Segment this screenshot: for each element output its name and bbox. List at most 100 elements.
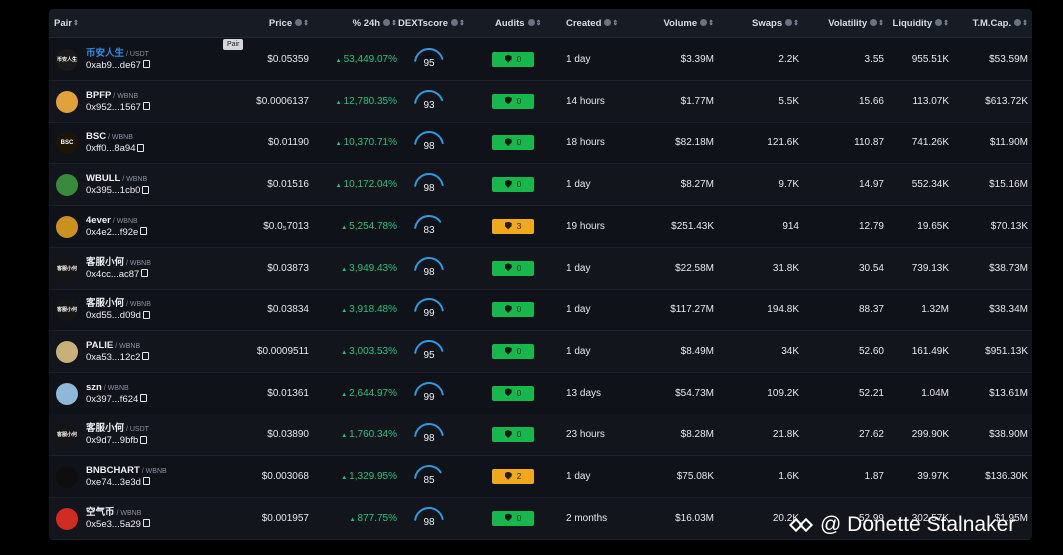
up-arrow-icon: ▲ <box>341 224 348 231</box>
audit-badge[interactable]: 0 <box>492 427 534 443</box>
info-icon[interactable] <box>450 19 458 26</box>
info-icon[interactable] <box>383 19 391 26</box>
pair-name[interactable]: 客服小何 / WBNB <box>86 298 151 310</box>
audit-badge[interactable]: 0 <box>492 510 534 526</box>
pair-name[interactable]: 4ever / WBNB <box>86 215 138 227</box>
address-text: 0x4e2...f92e <box>86 226 139 238</box>
info-icon[interactable] <box>604 19 612 26</box>
copy-icon[interactable] <box>140 227 148 236</box>
volume-cell: $251.43K <box>671 220 714 232</box>
shield-icon <box>504 263 512 272</box>
table-row[interactable]: BNBCHART / WBNB 0xe74...3e3d $0.003068 ▲ 1,3… <box>49 456 1032 498</box>
copy-icon[interactable] <box>142 477 150 486</box>
info-icon[interactable] <box>527 19 535 26</box>
column-header-audits[interactable]: Audits ⇕ <box>495 9 555 38</box>
copy-icon[interactable] <box>140 435 148 444</box>
table-row[interactable]: 客服小何 客服小何 / USDT 0x9d7...9bfb $0.03890 ▲ 1,76… <box>49 414 1032 457</box>
sort-icon[interactable]: ⇕ <box>1022 20 1028 27</box>
column-header-liquidity[interactable]: Liquidity ⇕ <box>879 9 949 38</box>
shield-icon <box>504 96 512 105</box>
copy-icon[interactable] <box>142 102 150 111</box>
pair-quote: WBNB <box>129 301 151 309</box>
table-row[interactable]: 币安人生 币安人生 / USDT 0xab9...de67 $0.05359 ▲ 53,4… <box>49 39 1032 81</box>
column-header-change[interactable]: % 24h ⇕ <box>329 9 397 38</box>
gauge-arc <box>414 423 444 438</box>
column-header-volatility[interactable]: Volatility ⇕ <box>804 9 884 38</box>
pair-name[interactable]: BNBCHART / WBNB <box>86 465 167 477</box>
audit-badge[interactable]: 0 <box>492 52 534 67</box>
sort-icon[interactable]: ⇕ <box>535 20 542 27</box>
table-row[interactable]: BPFP / WBNB 0x952...1567 $0.0006137 ▲ 12,780… <box>49 80 1032 123</box>
copy-icon[interactable] <box>141 268 149 277</box>
pair-name[interactable]: WBULL / WBNB <box>86 173 147 185</box>
column-header-swaps[interactable]: Swaps ⇕ <box>729 9 799 38</box>
table-row[interactable]: BSC BSC / WBNB 0xff0...8a94 $0.01190 ▲ 10,370… <box>49 122 1032 165</box>
liquidity-cell: 39.97K <box>917 471 949 482</box>
pair-name[interactable]: 客服小何 / USDT <box>86 423 149 435</box>
pair-name[interactable]: PALIE / WBNB <box>86 340 140 352</box>
column-header-dext[interactable]: DEXTscore ⇕ <box>398 9 478 38</box>
change-cell: ▲ 1,329.95% <box>329 456 397 497</box>
copy-icon[interactable] <box>137 143 145 152</box>
audit-badge[interactable]: 0 <box>492 343 534 359</box>
change-value: 877.75% <box>357 512 397 524</box>
pair-name[interactable]: 空气币 / WBNB <box>86 507 141 519</box>
audit-badge[interactable]: 3 <box>492 218 534 234</box>
pair-name[interactable]: 客服小何 / WBNB <box>86 257 151 269</box>
sort-icon[interactable]: ⇕ <box>793 20 799 27</box>
info-icon[interactable] <box>785 19 793 26</box>
copy-icon[interactable] <box>142 310 150 319</box>
sort-icon[interactable]: ⇕ <box>943 20 949 27</box>
audit-badge[interactable]: 0 <box>492 135 534 151</box>
copy-icon[interactable] <box>142 519 150 528</box>
sort-icon[interactable]: ⇕ <box>878 20 884 27</box>
column-header-pair[interactable]: Pair⇕ <box>54 9 114 38</box>
info-icon[interactable] <box>935 19 943 26</box>
info-icon[interactable] <box>295 19 303 26</box>
column-header-created[interactable]: Created ⇕ <box>566 9 626 38</box>
pair-name[interactable]: BSC / WBNB <box>86 131 133 143</box>
table-row[interactable]: WBULL / WBNB 0x395...1cb0 $0.01516 ▲ 10,172.… <box>49 164 1032 207</box>
table-row[interactable]: PALIE / WBNB 0xa53...12c2 $0.0009511 ▲ 3,003… <box>49 330 1032 373</box>
table-row[interactable]: 空气币 / WBNB 0x5e3...5a29 $0.001957 ▲ 877.75% 9… <box>49 497 1032 540</box>
sort-icon[interactable]: ⇕ <box>708 20 714 27</box>
audit-badge[interactable]: 0 <box>492 302 534 318</box>
info-icon[interactable] <box>1014 19 1022 26</box>
copy-icon[interactable] <box>142 352 150 361</box>
pair-name[interactable]: BPFP / WBNB <box>86 90 138 102</box>
audit-badge[interactable]: 0 <box>492 260 534 276</box>
audit-badge[interactable]: 0 <box>492 93 534 109</box>
audit-badge[interactable]: 2 <box>492 469 534 484</box>
audit-badge[interactable]: 0 <box>492 177 534 193</box>
copy-icon[interactable] <box>142 185 150 194</box>
swaps-cell: 31.8K <box>772 262 799 274</box>
column-header-price[interactable]: Price ⇕ <box>244 9 309 38</box>
info-icon[interactable] <box>870 19 878 26</box>
sort-icon[interactable]: ⇕ <box>612 20 619 27</box>
pair-quote: WBNB <box>126 176 148 184</box>
table-row[interactable]: 4ever / WBNB 0x4e2...f92e $0.0₅7013 ▲ 5,254.… <box>49 206 1032 248</box>
sort-icon[interactable]: ⇕ <box>303 20 309 27</box>
sort-icon[interactable]: ⇕ <box>391 20 397 27</box>
volatility-cell: 52.21 <box>858 387 884 399</box>
copy-icon[interactable] <box>140 394 148 403</box>
token-avatar <box>56 340 78 363</box>
pair-name[interactable]: 币安人生 / USDT <box>86 48 149 60</box>
table-row[interactable]: 客服小何 客服小何 / WBNB 0xd55...d09d $0.03834 ▲ 3,91… <box>49 289 1032 332</box>
pair-address: 0xa53...12c2 <box>86 352 150 363</box>
volatility-cell: 30.54 <box>858 262 884 274</box>
pair-name[interactable]: szn / WBNB <box>86 382 129 394</box>
up-arrow-icon: ▲ <box>341 433 348 440</box>
info-icon[interactable] <box>700 19 708 26</box>
column-header-tmcap[interactable]: T.M.Cap. ⇕ <box>954 9 1028 38</box>
sort-icon[interactable]: ⇕ <box>458 20 465 27</box>
table-row[interactable]: szn / WBNB 0x397...f624 $0.01361 ▲ 2,644.97%… <box>49 373 1032 415</box>
table-row[interactable]: 客服小何 客服小何 / WBNB 0x4cc...ac87 $0.03873 ▲ 3,94… <box>49 247 1032 290</box>
created-cell: 18 hours <box>566 137 605 149</box>
liquidity-cell: 1.04M <box>921 387 949 399</box>
column-header-volume[interactable]: Volume ⇕ <box>644 9 714 38</box>
sort-icon[interactable]: ⇕ <box>72 20 79 27</box>
address-text: 0x952...1567 <box>86 101 141 113</box>
copy-icon[interactable] <box>142 60 150 69</box>
audit-badge[interactable]: 0 <box>492 385 534 401</box>
